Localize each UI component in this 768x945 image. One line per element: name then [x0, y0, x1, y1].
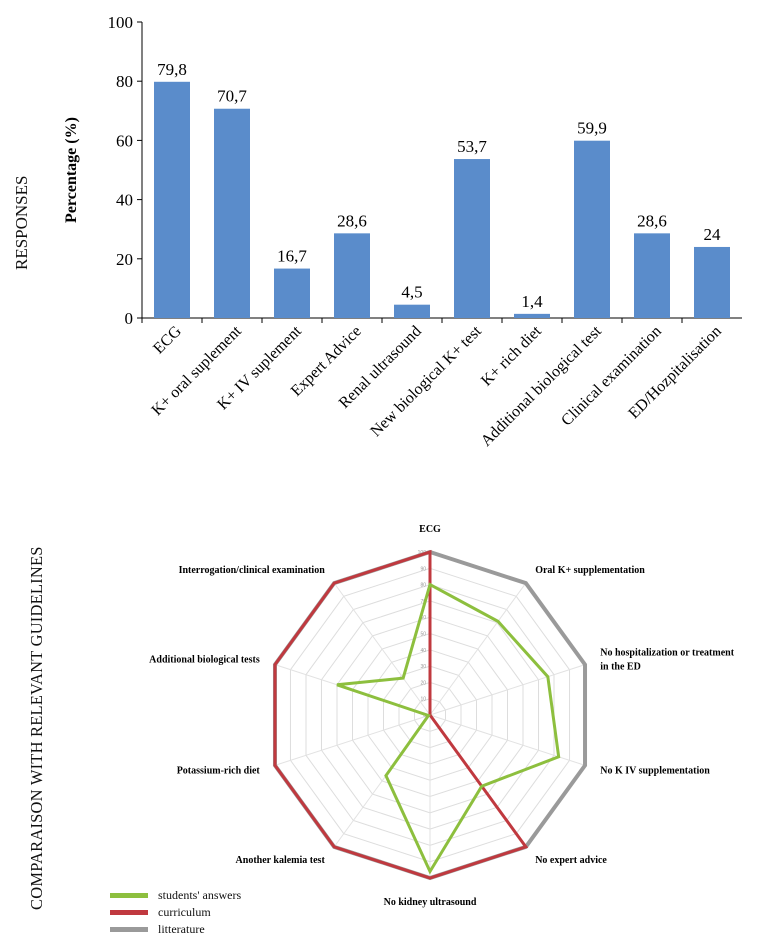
radar-axis-label-line: Additional biological tests: [149, 655, 260, 666]
radar-axis-label-line: ECG: [419, 524, 441, 535]
radar-axis-label: No hospitalization or treatment in the ED: [600, 648, 734, 673]
bar: [694, 246, 730, 318]
radar-axis-label-line: in the ED: [600, 662, 641, 673]
radar-axis-label: Interrogation/clinical examination: [179, 565, 326, 576]
radar-scale-label: 30: [420, 664, 426, 670]
y-tick-label: 0: [125, 309, 134, 328]
bar-value-label: 1,4: [521, 292, 543, 311]
radar-axis-label: Another kalemia test: [236, 855, 326, 866]
radar-scale-label: 40: [420, 648, 426, 654]
bar-value-label: 28,6: [337, 211, 367, 230]
radar-axis-label-line: No kidney ultrasound: [384, 897, 477, 908]
legend-label-litterature: litterature: [158, 922, 205, 936]
bar: [214, 108, 250, 318]
bar-value-label: 70,7: [217, 87, 247, 106]
legend-item-students: students' answers: [110, 887, 241, 904]
radar-axis-label-line: Another kalemia test: [236, 855, 326, 866]
bar: [574, 140, 610, 318]
radar-axis-label: No expert advice: [535, 855, 607, 866]
bar-value-label: 79,8: [157, 60, 187, 79]
radar-axis-label-line: Potassium-rich diet: [177, 765, 261, 776]
legend-label-students: students' answers: [158, 888, 242, 902]
bar-value-label: 53,7: [457, 137, 487, 156]
radar-legend: students' answers curriculum litterature: [110, 887, 241, 938]
bar-value-label: 59,9: [577, 119, 607, 138]
radar-scale-label: 10: [420, 697, 426, 703]
radar-axis-label: Oral K+ supplementation: [535, 565, 645, 576]
legend-swatch-litterature: [110, 927, 148, 932]
bar: [454, 159, 490, 318]
y-tick-label: 60: [116, 131, 133, 150]
students-series-line: [336, 582, 561, 875]
radar-spoke: [429, 582, 527, 716]
x-tick-label: ECG: [150, 322, 185, 357]
bar: [634, 233, 670, 318]
y-tick-label: 40: [116, 191, 133, 210]
y-tick-label: 100: [108, 13, 134, 32]
radar-axis-label-line: No hospitalization or treatment: [600, 648, 734, 659]
radar-scale-label: 0: [423, 713, 426, 719]
bar: [394, 304, 430, 318]
x-tick-label: Clinical examination: [558, 323, 665, 430]
radar-axis-label: Potassium-rich diet: [177, 765, 261, 776]
radar-scale-label: 60: [420, 615, 426, 621]
bar: [334, 233, 370, 318]
radar-axis-label: No K IV supplementation: [600, 765, 710, 776]
bar-value-label: 4,5: [401, 283, 422, 302]
curriculum-series-line: [273, 549, 529, 880]
radar-scale-label: 20: [420, 680, 426, 686]
radar-axis-label-line: No expert advice: [535, 855, 607, 866]
y-tick-label: 80: [116, 72, 133, 91]
radar-axis-label: ECG: [419, 524, 441, 535]
legend-label-curriculum: curriculum: [158, 905, 211, 919]
radar-axis-label-line: Oral K+ supplementation: [535, 565, 645, 576]
radar-axis-label: Additional biological tests: [149, 655, 260, 666]
radar-axis-label-line: Interrogation/clinical examination: [179, 565, 326, 576]
legend-item-litterature: litterature: [110, 921, 241, 938]
radar-axis-label: No kidney ultrasound: [384, 897, 477, 908]
y-tick-label: 20: [116, 250, 133, 269]
radar-scale-label: 80: [420, 583, 426, 589]
x-tick-label: New biological K+ test: [367, 322, 485, 440]
x-tick-label: Additional biological test: [478, 322, 605, 449]
radar-scale-label: 50: [420, 632, 426, 638]
radar-axis-label-line: No K IV supplementation: [600, 765, 710, 776]
legend-swatch-students: [110, 893, 148, 898]
bar: [514, 313, 550, 318]
radar-scale-label: 90: [420, 566, 426, 572]
bar-value-label: 16,7: [277, 247, 307, 266]
bar: [154, 81, 190, 319]
bar-value-label: 28,6: [637, 211, 667, 230]
radar-spoke: [274, 714, 431, 766]
legend-swatch-curriculum: [110, 910, 148, 915]
bar-value-label: 24: [704, 225, 722, 244]
radar-spoke: [333, 582, 431, 716]
radar-scale-label: 70: [420, 599, 426, 605]
radar-spoke: [429, 664, 586, 716]
y-axis-label: Percentage (%): [63, 117, 80, 223]
bar: [274, 268, 310, 318]
legend-item-curriculum: curriculum: [110, 904, 241, 921]
